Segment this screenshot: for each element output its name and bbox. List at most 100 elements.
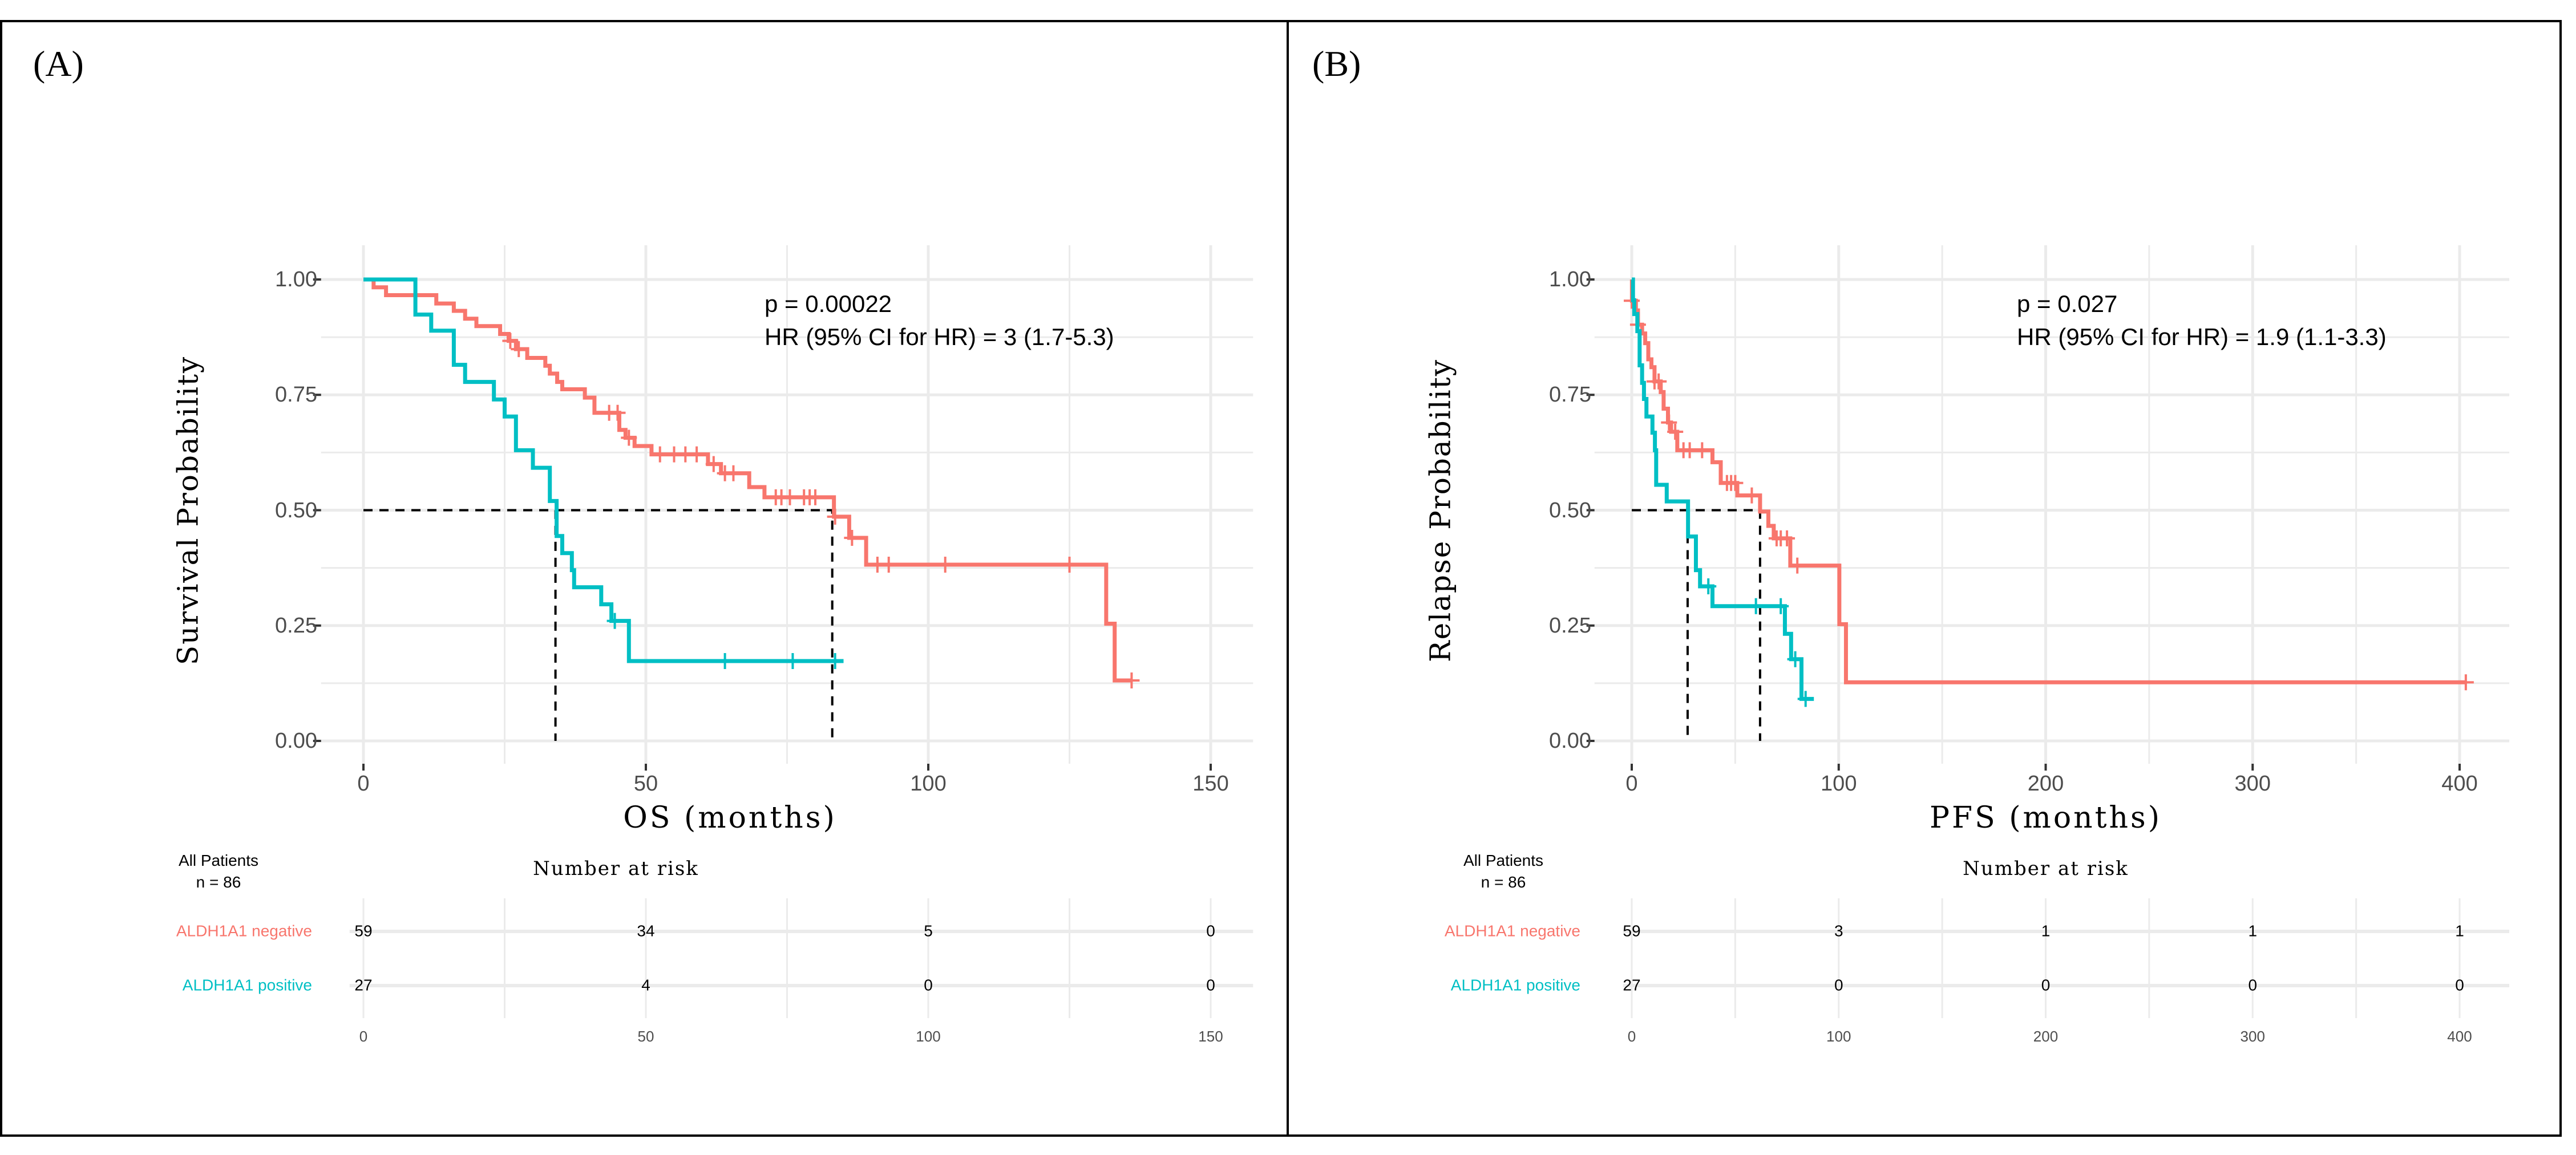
risk-x-tick-label: 100	[1826, 1028, 1851, 1045]
panel-a-label: (A)	[33, 43, 84, 84]
risk-x-tick-label: 150	[1198, 1028, 1223, 1045]
risk-count: 0	[1834, 976, 1843, 994]
x-tick-label: 200	[2027, 772, 2064, 796]
censor-mark	[1061, 556, 1078, 573]
survival-curve-positive	[363, 277, 844, 663]
risk-table-title: Number at risk	[1963, 857, 2129, 880]
y-tick-label: 0.00	[1549, 729, 1591, 753]
censor-mark	[689, 446, 705, 463]
patient-count: n = 86	[1481, 873, 1526, 891]
risk-x-tick-label: 100	[916, 1028, 941, 1045]
annotation-text: p = 0.00022	[765, 290, 892, 317]
censor-mark	[2457, 674, 2474, 691]
y-axis-title: Relapse Probability	[1424, 358, 1457, 662]
censor-mark	[1789, 557, 1806, 574]
risk-x-tick-label: 0	[1627, 1028, 1636, 1045]
risk-x-tick-label: 400	[2447, 1028, 2472, 1045]
risk-count: 59	[1623, 922, 1641, 940]
censor-mark	[1744, 487, 1760, 504]
y-tick-label: 1.00	[275, 268, 317, 291]
risk-row-label: ALDH1A1 positive	[182, 976, 312, 994]
y-tick-label: 0.25	[275, 613, 317, 638]
censor-mark	[880, 556, 897, 573]
annotation-text: HR (95% CI for HR) = 3 (1.7-5.3)	[765, 323, 1114, 350]
censor-mark	[844, 530, 860, 546]
censor-mark	[1797, 691, 1814, 707]
annotation-text: p = 0.027	[2017, 290, 2118, 317]
x-axis-title: OS (months)	[623, 801, 837, 835]
all-patients-label: All Patients	[178, 852, 259, 869]
y-tick-label: 0.25	[1549, 613, 1591, 638]
censor-mark	[1773, 598, 1789, 614]
y-tick-label: 0.50	[275, 498, 317, 522]
risk-row-label: ALDH1A1 negative	[176, 922, 312, 940]
risk-count: 4	[641, 976, 650, 994]
x-tick-label: 400	[2441, 772, 2478, 796]
patient-count: n = 86	[196, 873, 241, 891]
y-tick-label: 0.75	[275, 383, 317, 407]
censor-mark	[1748, 598, 1764, 614]
risk-count: 1	[2248, 922, 2258, 940]
censor-mark	[652, 446, 668, 463]
panel-b-label: (B)	[1312, 43, 1361, 84]
risk-table-title: Number at risk	[533, 857, 699, 880]
censor-mark	[1779, 530, 1795, 546]
censor-mark	[1661, 414, 1677, 431]
censor-mark	[511, 341, 527, 358]
x-tick-label: 100	[1821, 772, 1857, 796]
x-tick-label: 0	[357, 772, 370, 796]
x-tick-label: 0	[1625, 772, 1638, 796]
y-tick-label: 0.50	[1549, 498, 1591, 522]
censor-mark	[725, 465, 742, 481]
censor-mark	[1123, 672, 1140, 689]
x-tick-label: 50	[633, 772, 658, 796]
censor-mark	[1787, 651, 1803, 667]
censor-mark	[717, 653, 733, 670]
censor-mark	[807, 489, 823, 505]
y-tick-label: 0.00	[275, 729, 317, 753]
censor-mark	[705, 456, 722, 472]
risk-count: 1	[2041, 922, 2051, 940]
survival-curve-positive	[1631, 277, 1814, 701]
risk-count: 0	[924, 976, 933, 994]
censor-mark	[782, 489, 798, 505]
x-tick-label: 150	[1192, 772, 1229, 796]
panel-b	[1287, 20, 2562, 1137]
risk-count: 3	[1834, 922, 1843, 940]
risk-count: 5	[924, 922, 933, 940]
risk-x-tick-label: 300	[2240, 1028, 2265, 1045]
censor-mark	[621, 429, 637, 446]
x-axis-title: PFS (months)	[1930, 801, 2162, 835]
y-tick-label: 0.75	[1549, 383, 1591, 407]
x-tick-label: 100	[910, 772, 947, 796]
risk-count: 59	[354, 922, 373, 940]
censor-mark	[827, 508, 843, 525]
risk-row-label: ALDH1A1 positive	[1450, 976, 1580, 994]
risk-count: 0	[2248, 976, 2258, 994]
censor-mark	[784, 653, 801, 670]
survival-curve-negative	[363, 277, 1132, 683]
risk-x-tick-label: 50	[637, 1028, 654, 1045]
y-tick-label: 1.00	[1549, 268, 1591, 291]
risk-count: 27	[354, 976, 373, 994]
censor-mark	[606, 613, 623, 629]
risk-x-tick-label: 0	[359, 1028, 368, 1045]
x-tick-label: 300	[2234, 772, 2271, 796]
annotation-text: HR (95% CI for HR) = 1.9 (1.1-3.3)	[2017, 323, 2387, 350]
censor-mark	[1700, 578, 1717, 594]
censor-mark	[1694, 442, 1710, 459]
risk-row-label: ALDH1A1 negative	[1444, 922, 1580, 940]
censor-mark	[827, 653, 843, 670]
risk-x-tick-label: 200	[2033, 1028, 2059, 1045]
risk-count: 0	[1206, 922, 1215, 940]
risk-count: 0	[1206, 976, 1215, 994]
risk-count: 1	[2455, 922, 2464, 940]
y-axis-title: Survival Probability	[171, 355, 205, 665]
censor-mark	[937, 556, 953, 573]
censor-mark	[502, 333, 519, 349]
censor-mark	[1727, 475, 1744, 491]
all-patients-label: All Patients	[1463, 852, 1544, 869]
censor-mark	[1667, 423, 1684, 440]
censor-mark	[609, 404, 626, 421]
